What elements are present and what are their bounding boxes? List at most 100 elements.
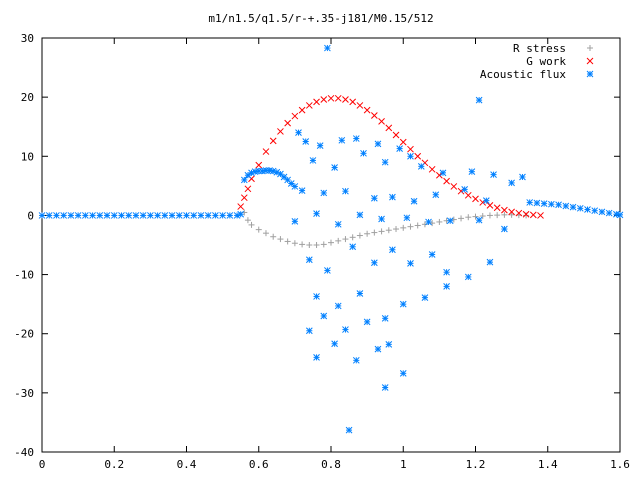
data-point [237,210,245,218]
data-point [569,203,577,211]
data-point [458,215,465,222]
data-point [486,212,493,219]
data-point [486,202,494,209]
data-point [352,356,360,364]
data-point [450,183,458,190]
data-point [392,131,400,139]
data-point [291,240,298,247]
data-point [226,212,234,219]
data-point [190,212,198,219]
legend-marker [586,57,594,65]
data-point [515,209,523,217]
data-point [490,171,497,178]
data-point [53,212,60,219]
data-point [508,211,515,218]
data-point [400,224,407,231]
data-point [233,212,241,219]
series-1 [237,94,544,219]
data-point [320,312,328,320]
data-point [374,345,382,353]
data-point [501,206,508,214]
data-point [38,212,46,219]
data-point [183,212,190,219]
data-point [410,197,418,205]
data-point [81,212,89,219]
data-point [522,210,530,218]
data-point [465,214,472,221]
data-point [269,137,277,145]
data-point [299,241,306,248]
y-tick-label: -20 [14,328,34,341]
data-point [439,169,447,177]
data-point [363,106,371,114]
data-point [305,327,313,335]
data-point [295,129,302,136]
data-point [479,213,486,220]
data-point [403,214,411,222]
y-tick-label: 20 [21,91,34,104]
data-point [89,212,96,219]
legend-label: Acoustic flux [480,68,566,81]
data-point [154,212,161,219]
y-tick-label: 0 [27,209,34,222]
data-point [399,369,407,377]
data-point [356,232,363,239]
data-point [284,238,291,245]
data-point [212,212,219,219]
data-point [537,212,544,219]
data-point [244,217,251,224]
data-point [244,185,252,193]
data-point [125,212,133,219]
data-point [204,212,212,219]
data-point [501,225,508,233]
data-point [284,119,292,127]
data-point [360,149,367,157]
data-point [540,200,548,207]
data-point [248,221,255,228]
data-point [385,124,393,132]
data-point [96,212,104,219]
data-point [277,236,284,243]
data-point [501,211,508,218]
data-point [548,200,555,208]
data-point [364,230,371,237]
data-point [475,216,483,224]
data-point [508,208,515,216]
data-point [407,152,414,160]
data-point [385,227,392,234]
data-point [334,94,342,102]
data-point [389,193,396,201]
data-point [255,161,263,169]
data-point [425,218,432,226]
data-point [313,98,320,106]
data-point [526,199,534,206]
data-point [475,96,483,104]
data-point [472,195,479,203]
data-point [370,259,378,267]
data-point [446,217,454,225]
data-point [219,212,226,219]
data-point [486,258,494,266]
data-point [313,210,320,218]
data-point [381,314,389,322]
data-point [464,273,472,281]
series-2 [38,44,624,434]
data-point [305,256,313,264]
data-point [370,194,378,202]
data-point [291,217,299,225]
data-point [428,251,436,258]
data-point [132,212,140,219]
x-tick-label: 0.4 [177,458,197,471]
data-point [393,226,400,233]
data-point [468,168,476,176]
data-point [363,318,371,326]
data-point [349,98,357,106]
data-point [291,183,299,190]
data-point [327,94,335,102]
data-point [248,169,255,177]
series-0 [241,209,530,248]
x-tick-label: 1.2 [466,458,486,471]
data-point [175,212,183,219]
data-point [309,157,317,164]
